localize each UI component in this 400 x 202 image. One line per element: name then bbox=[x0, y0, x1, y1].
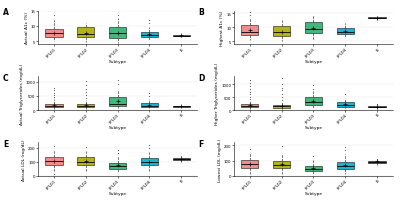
PathPatch shape bbox=[45, 157, 63, 165]
Text: A: A bbox=[3, 8, 9, 17]
PathPatch shape bbox=[305, 97, 322, 106]
PathPatch shape bbox=[172, 106, 190, 107]
PathPatch shape bbox=[336, 162, 354, 169]
PathPatch shape bbox=[77, 104, 94, 108]
PathPatch shape bbox=[305, 23, 322, 34]
Text: B: B bbox=[199, 8, 204, 17]
PathPatch shape bbox=[241, 25, 258, 36]
PathPatch shape bbox=[241, 105, 258, 108]
PathPatch shape bbox=[273, 105, 290, 108]
X-axis label: Subtype: Subtype bbox=[304, 60, 322, 64]
Text: F: F bbox=[199, 139, 204, 148]
Y-axis label: Actual Triglycerides (mg/dL): Actual Triglycerides (mg/dL) bbox=[20, 63, 24, 124]
PathPatch shape bbox=[141, 159, 158, 165]
PathPatch shape bbox=[336, 29, 354, 34]
Y-axis label: Actual A1c (%): Actual A1c (%) bbox=[24, 12, 28, 44]
X-axis label: Subtype: Subtype bbox=[108, 60, 127, 64]
PathPatch shape bbox=[368, 107, 386, 108]
PathPatch shape bbox=[273, 161, 290, 169]
PathPatch shape bbox=[109, 163, 126, 169]
PathPatch shape bbox=[141, 33, 158, 38]
PathPatch shape bbox=[368, 161, 386, 163]
PathPatch shape bbox=[172, 158, 190, 161]
PathPatch shape bbox=[77, 28, 94, 38]
PathPatch shape bbox=[77, 158, 94, 165]
PathPatch shape bbox=[45, 104, 63, 107]
PathPatch shape bbox=[368, 18, 386, 19]
Text: E: E bbox=[3, 139, 8, 148]
Y-axis label: Highest A1c (%): Highest A1c (%) bbox=[220, 11, 224, 46]
PathPatch shape bbox=[109, 28, 126, 39]
PathPatch shape bbox=[109, 97, 126, 106]
Y-axis label: Actual LDL (mg/dL): Actual LDL (mg/dL) bbox=[22, 139, 26, 180]
PathPatch shape bbox=[172, 36, 190, 37]
PathPatch shape bbox=[45, 30, 63, 37]
X-axis label: Subtype: Subtype bbox=[304, 126, 322, 130]
X-axis label: Subtype: Subtype bbox=[304, 191, 322, 195]
Text: C: C bbox=[3, 74, 8, 83]
PathPatch shape bbox=[141, 104, 158, 107]
PathPatch shape bbox=[336, 103, 354, 107]
Text: D: D bbox=[199, 74, 205, 83]
Y-axis label: Higher Triglycerides (mg/dL): Higher Triglycerides (mg/dL) bbox=[215, 63, 219, 125]
PathPatch shape bbox=[241, 160, 258, 168]
X-axis label: Subtype: Subtype bbox=[108, 191, 127, 195]
Y-axis label: Lowest LDL (mg/dL): Lowest LDL (mg/dL) bbox=[218, 138, 222, 181]
PathPatch shape bbox=[305, 166, 322, 171]
X-axis label: Subtype: Subtype bbox=[108, 126, 127, 130]
PathPatch shape bbox=[273, 27, 290, 37]
